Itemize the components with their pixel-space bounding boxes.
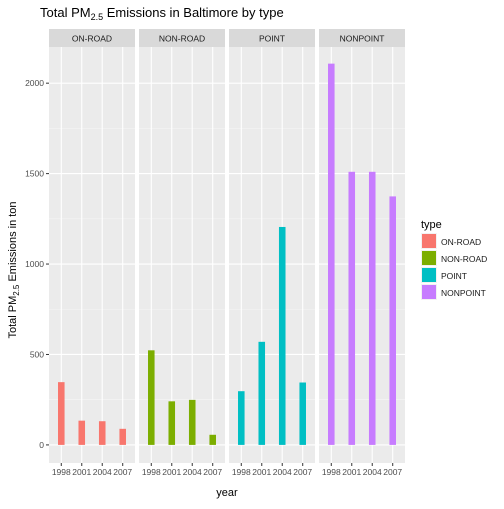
bar [188, 399, 196, 445]
x-tick-label: 1998 [232, 467, 251, 477]
x-tick-label: 2001 [342, 467, 361, 477]
x-tick-label: 2007 [113, 467, 132, 477]
x-axis-title: year [216, 487, 238, 499]
legend-key [422, 251, 436, 265]
bar [168, 401, 176, 445]
bar [58, 382, 65, 445]
x-tick-label: 2004 [273, 467, 292, 477]
y-tick-label: 1000 [25, 259, 44, 269]
x-tick-label: 2001 [252, 467, 271, 477]
chart-title: Total PM2.5 Emissions in Baltimore by ty… [40, 5, 284, 22]
bar [98, 421, 106, 445]
y-tick-label: 1500 [25, 169, 44, 179]
x-tick-label: 1998 [52, 467, 71, 477]
bar [348, 171, 356, 445]
legend-label: ON-ROAD [441, 237, 481, 247]
facet-strip [139, 29, 225, 47]
x-tick-label: 2001 [72, 467, 91, 477]
facet-panel-nonpoint: NONPOINT 1998 2001 2004 2007 [319, 29, 405, 477]
legend-title: type [421, 219, 442, 231]
facet-strip [229, 29, 315, 47]
legend-key [422, 285, 436, 299]
x-tick-label: 1998 [142, 467, 161, 477]
bar [389, 196, 396, 445]
legend-label: NONPOINT [441, 288, 486, 298]
x-tick-label: 2001 [162, 467, 181, 477]
bar [368, 171, 376, 445]
bar [78, 420, 86, 445]
legend-key [422, 268, 436, 282]
facet-strip [319, 29, 405, 47]
facet-strip-label: NONPOINT [340, 34, 385, 44]
bar [119, 428, 126, 445]
legend-label: NON-ROAD [441, 254, 487, 264]
facet-panel-point: POINT 1998 2001 2004 2007 [229, 29, 315, 477]
legend-label: POINT [441, 271, 467, 281]
bar [258, 341, 266, 445]
facet-strip-label: POINT [259, 34, 285, 44]
x-tick-label: 2007 [293, 467, 312, 477]
legend-key [422, 234, 436, 248]
facet-strip-label: ON-ROAD [72, 34, 112, 44]
facet-panel-non-road: NON-ROAD 1998 2001 2004 2007 [139, 29, 225, 477]
bar [238, 391, 245, 445]
bar [278, 226, 286, 445]
x-tick-label: 2007 [383, 467, 402, 477]
facet-panel-on-road: ON-ROAD 1998 2001 2004 2007 [49, 29, 135, 477]
y-tick-label: 0 [39, 440, 44, 450]
bar [299, 382, 306, 445]
x-tick-label: 2007 [203, 467, 222, 477]
facet-strip [49, 29, 135, 47]
legend: type ON-ROAD NON-ROAD POINT NONPOINT [421, 219, 487, 300]
y-tick-label: 2000 [25, 78, 44, 88]
x-tick-label: 1998 [322, 467, 341, 477]
x-tick-label: 2004 [93, 467, 112, 477]
bar [209, 434, 216, 445]
y-axis: 0 500 1000 1500 2000 [25, 78, 49, 450]
y-tick-label: 500 [30, 349, 44, 359]
bar [148, 350, 155, 445]
facet-strip-label: NON-ROAD [159, 34, 205, 44]
y-axis-title: Total PM2.5 Emissions in ton [7, 201, 21, 338]
bar [328, 63, 335, 445]
x-tick-label: 2004 [183, 467, 202, 477]
x-tick-label: 2004 [363, 467, 382, 477]
